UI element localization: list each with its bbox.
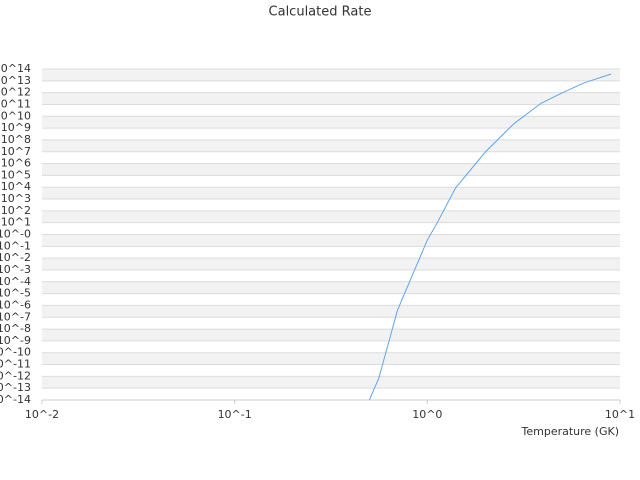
grid-band [42, 163, 620, 176]
y-tick-label: 10^-4 [0, 275, 31, 288]
y-tick-label: 10^-1 [0, 239, 31, 252]
grid-band [42, 329, 620, 341]
y-tick-label: 10^-6 [0, 298, 31, 311]
y-tick-label: 10^-5 [0, 287, 31, 300]
grid-band [42, 376, 620, 389]
grid-band [42, 305, 620, 318]
grid-band [42, 92, 620, 105]
grid-band [42, 281, 620, 294]
y-tick-label: 10^2 [1, 204, 31, 217]
y-tick-label: 10^11 [0, 97, 31, 110]
chart-title: Calculated Rate [269, 5, 372, 20]
y-tick-label: 10^-7 [0, 310, 31, 323]
y-tick-label: 10^13 [0, 74, 31, 87]
y-tick-label: 10^-14 [0, 393, 31, 406]
x-axis-label: Temperature (GK) [521, 425, 620, 438]
y-tick-label: 10^-11 [0, 358, 31, 371]
y-tick-label: 10^-10 [0, 346, 31, 359]
y-tick-label: 10^-9 [0, 334, 31, 347]
grid-band [42, 139, 620, 152]
y-tick-label: 10^-0 [0, 228, 31, 241]
data-line [368, 73, 612, 401]
x-tick-label: 10^1 [605, 408, 635, 421]
y-tick-label: 10^3 [1, 192, 31, 205]
y-tick-label: 10^-12 [0, 369, 31, 382]
x-tick-label: 10^-2 [25, 408, 59, 421]
grid-band [42, 187, 620, 200]
grid-band [42, 69, 620, 81]
y-tick-label: 10^14 [0, 62, 31, 75]
grid-band [42, 234, 620, 247]
y-tick-label: 10^1 [1, 216, 31, 229]
y-tick-label: 10^7 [1, 145, 31, 158]
y-tick-label: 10^4 [1, 180, 31, 193]
y-tick-label: 10^12 [0, 86, 31, 99]
grid-band [42, 116, 620, 129]
y-tick-label: 10^6 [1, 157, 31, 170]
grid-band [42, 258, 620, 270]
y-tick-label: 10^8 [1, 133, 31, 146]
grid-band [42, 210, 620, 223]
y-tick-label: 10^9 [1, 121, 31, 134]
y-tick-label: 10^-8 [0, 322, 31, 335]
y-tick-label: 10^-13 [0, 381, 31, 394]
grid-band [42, 352, 620, 365]
y-tick-label: 10^10 [0, 109, 31, 122]
x-tick-label: 10^0 [412, 408, 442, 421]
y-tick-label: 10^5 [1, 168, 31, 181]
y-tick-label: 10^-2 [0, 251, 31, 264]
y-tick-label: 10^-3 [0, 263, 31, 276]
x-tick-label: 10^-1 [218, 408, 252, 421]
